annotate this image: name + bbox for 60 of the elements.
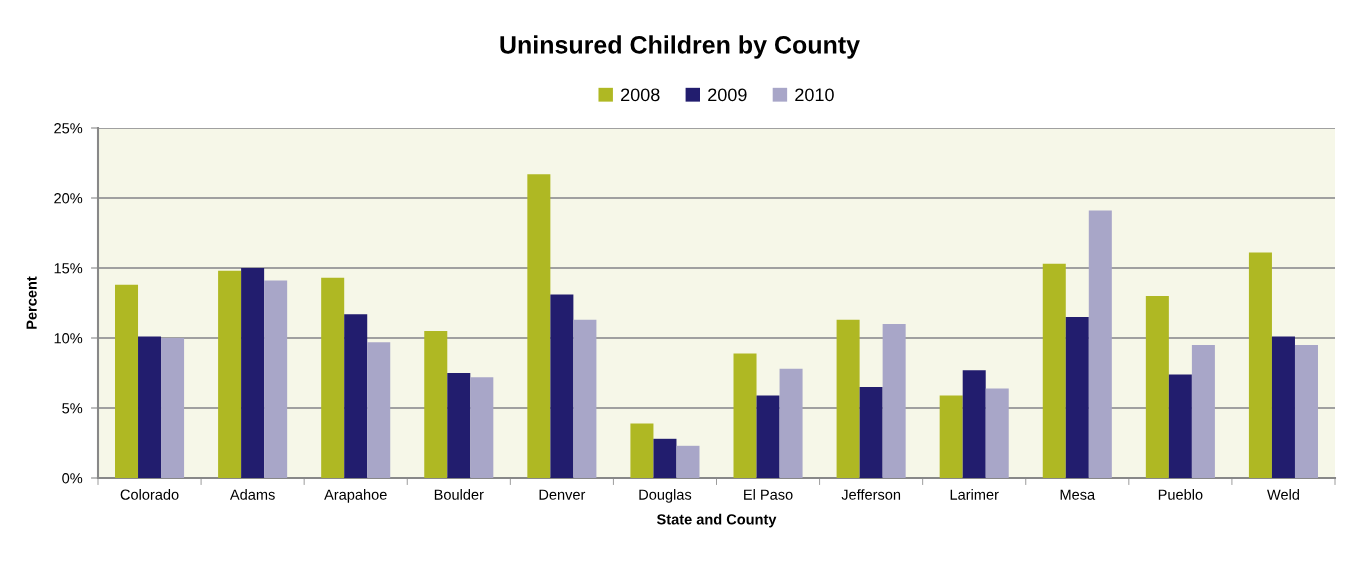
bar (756, 395, 780, 478)
bar (1191, 345, 1215, 478)
x-tick-label: El Paso (744, 489, 793, 500)
legend-label: 2010 (795, 88, 834, 102)
x-tick-label: Weld (1267, 489, 1299, 500)
bar (962, 370, 986, 478)
bar (653, 438, 677, 478)
x-tick-label: Pueblo (1158, 489, 1203, 500)
bar (321, 277, 345, 478)
bar (1088, 210, 1112, 478)
bar (630, 423, 654, 478)
bar (218, 270, 242, 478)
x-tick-label: Denver (539, 489, 586, 500)
y-tick-label: 15% (54, 263, 83, 274)
bar (447, 373, 471, 478)
x-tick-label: Adams (229, 489, 275, 500)
bar (1294, 345, 1318, 478)
bar (367, 342, 391, 478)
bar (779, 368, 803, 478)
bar (859, 387, 883, 478)
y-axis-title: Percent (26, 276, 37, 329)
bar (1065, 317, 1089, 478)
x-tick-label: Boulder (434, 489, 484, 500)
bar (1145, 296, 1169, 478)
legend-label: 2008 (621, 88, 660, 102)
bar (138, 336, 162, 478)
bar (424, 331, 448, 478)
x-tick-label: Jefferson (841, 489, 901, 500)
bar (882, 324, 906, 478)
y-tick-label: 25% (54, 123, 83, 134)
bar (676, 445, 700, 478)
bar (550, 294, 574, 478)
y-tick-label: 10% (54, 333, 83, 344)
bar (733, 353, 757, 478)
x-tick-label: Arapahoe (324, 489, 387, 503)
bar (344, 314, 368, 478)
x-tick-label: Douglas (639, 489, 692, 503)
bar (115, 284, 139, 478)
x-tick-label: Larimer (950, 489, 999, 500)
bar (264, 280, 288, 478)
bar (1042, 263, 1066, 478)
bar (241, 268, 265, 478)
bar (1271, 336, 1295, 478)
chart-title: Uninsured Children by County (500, 35, 860, 59)
bar (527, 174, 551, 478)
x-tick-label: Colorado (120, 489, 179, 500)
bar (1248, 252, 1272, 478)
bar (1168, 374, 1192, 478)
bar (939, 395, 963, 478)
x-axis-title: State and County (656, 513, 777, 528)
bar (836, 319, 860, 478)
bar (573, 319, 597, 478)
x-tick-label: Mesa (1060, 489, 1096, 500)
y-tick-label: 20% (54, 193, 83, 204)
bar (470, 377, 494, 478)
y-tick-label: 0% (62, 473, 83, 484)
y-tick-label: 5% (62, 403, 83, 414)
bar (985, 388, 1009, 478)
bar (161, 338, 185, 478)
legend-label: 2009 (708, 88, 747, 102)
